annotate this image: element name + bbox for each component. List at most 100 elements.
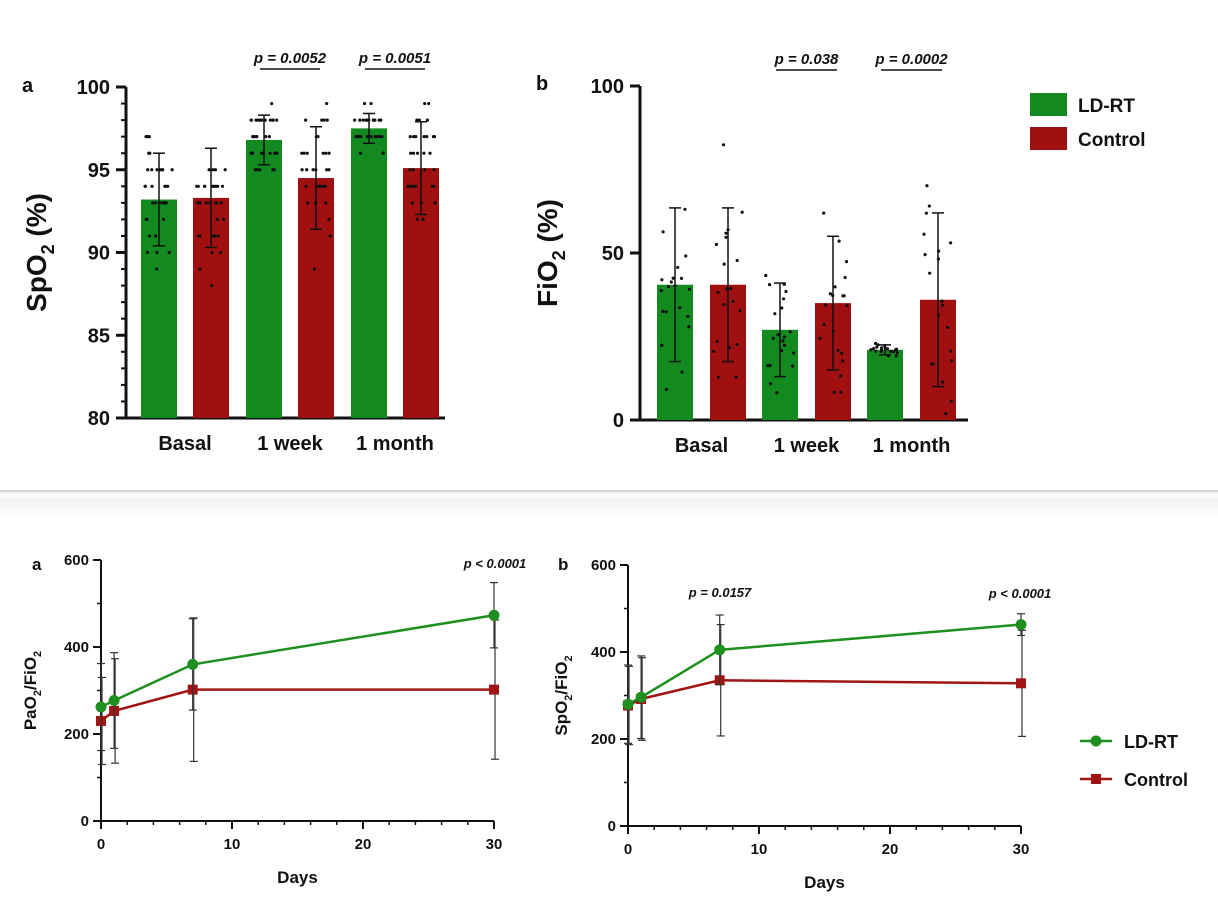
data-dot bbox=[922, 232, 926, 236]
y-tick-label: 0 bbox=[81, 813, 89, 830]
data-dot bbox=[780, 306, 784, 310]
data-dot bbox=[425, 118, 430, 122]
data-dot bbox=[841, 359, 845, 363]
data-dot bbox=[274, 151, 278, 155]
data-dot bbox=[353, 118, 357, 122]
data-dot bbox=[687, 325, 691, 329]
data-dot bbox=[941, 380, 945, 384]
data-dot bbox=[305, 201, 310, 205]
data-dot bbox=[792, 351, 796, 355]
data-dot bbox=[839, 374, 843, 378]
data-dot bbox=[779, 349, 784, 353]
data-dot bbox=[249, 151, 253, 155]
data-point-ld-rt bbox=[714, 644, 726, 656]
category-label-1-month: 1 month bbox=[356, 433, 434, 455]
bar-ld-rt-1-month bbox=[351, 128, 387, 418]
data-dot bbox=[891, 350, 895, 354]
data-dot bbox=[161, 217, 166, 221]
data-dot bbox=[417, 118, 421, 122]
data-dot bbox=[782, 343, 787, 347]
data-dot bbox=[428, 151, 432, 155]
data-dot bbox=[923, 253, 927, 257]
data-dot bbox=[784, 289, 788, 294]
data-dot bbox=[144, 135, 148, 139]
data-dot bbox=[411, 184, 415, 188]
data-dot bbox=[767, 283, 772, 287]
data-dot bbox=[724, 231, 728, 235]
data-dot bbox=[941, 303, 945, 307]
data-dot bbox=[415, 217, 420, 221]
data-dot bbox=[716, 375, 720, 379]
data-dot bbox=[147, 234, 152, 238]
data-dot bbox=[207, 168, 211, 172]
data-dot bbox=[153, 234, 158, 238]
data-dot bbox=[680, 370, 684, 374]
p-value-label: p = 0.038 bbox=[774, 51, 839, 68]
data-dot bbox=[150, 201, 155, 205]
y-tick-label: 85 bbox=[88, 325, 110, 347]
data-dot bbox=[410, 201, 415, 205]
data-dot bbox=[822, 322, 826, 327]
data-dot bbox=[267, 135, 271, 139]
data-dot bbox=[415, 151, 420, 155]
y-tick-label: 600 bbox=[591, 557, 616, 574]
data-dot bbox=[354, 135, 358, 139]
category-label-1-week: 1 week bbox=[774, 435, 840, 457]
y-tick-label: 400 bbox=[591, 644, 616, 661]
data-dot bbox=[722, 262, 726, 266]
series-line-ld-rt bbox=[627, 623, 1022, 706]
data-dot bbox=[928, 271, 932, 275]
data-dot bbox=[311, 168, 315, 172]
data-dot bbox=[358, 151, 363, 155]
p-value-label: p < 0.0001 bbox=[463, 556, 527, 571]
data-dot bbox=[221, 217, 226, 221]
figure-divider bbox=[0, 490, 1218, 520]
data-dot bbox=[143, 184, 147, 188]
data-dot bbox=[686, 314, 690, 318]
y-tick-label: 0 bbox=[613, 410, 624, 432]
data-dot bbox=[325, 168, 329, 172]
data-dot bbox=[325, 101, 329, 106]
data-dot bbox=[712, 349, 716, 354]
data-dot bbox=[422, 151, 426, 155]
data-dot bbox=[215, 217, 219, 221]
data-dot bbox=[210, 250, 214, 255]
data-dot bbox=[220, 184, 225, 188]
x-tick-label: 30 bbox=[486, 836, 503, 853]
data-dot bbox=[358, 118, 362, 122]
p-value-label: p = 0.0157 bbox=[688, 585, 752, 600]
data-dot bbox=[258, 168, 262, 172]
data-dot bbox=[842, 294, 846, 298]
panel-letter: a bbox=[32, 555, 42, 574]
data-dot bbox=[145, 217, 149, 221]
data-dot bbox=[213, 168, 218, 172]
data-dot bbox=[166, 184, 170, 188]
data-dot bbox=[781, 297, 786, 301]
data-dot bbox=[768, 363, 772, 368]
x-tick-label: 0 bbox=[624, 841, 632, 858]
legend-bottom: LD-RT Control bbox=[1080, 732, 1188, 790]
y-tick-label: 0 bbox=[608, 818, 616, 835]
data-dot bbox=[377, 135, 381, 139]
data-dot bbox=[824, 303, 828, 307]
data-dot bbox=[163, 184, 167, 188]
data-dot bbox=[327, 151, 331, 155]
data-dot bbox=[423, 101, 427, 106]
data-dot bbox=[260, 118, 264, 122]
data-dot bbox=[421, 217, 425, 221]
data-dot bbox=[660, 343, 664, 347]
data-dot bbox=[946, 325, 950, 330]
data-dot bbox=[949, 359, 954, 363]
data-dot bbox=[679, 276, 684, 280]
data-dot bbox=[373, 135, 377, 139]
data-dot bbox=[671, 276, 675, 280]
data-dot bbox=[714, 242, 719, 247]
data-dot bbox=[323, 184, 328, 188]
y-tick-label: 80 bbox=[88, 408, 110, 430]
series-line-control bbox=[627, 679, 1022, 707]
data-dot bbox=[321, 151, 325, 155]
y-tick-label: 95 bbox=[88, 160, 110, 182]
data-dot bbox=[415, 118, 419, 122]
data-dot bbox=[268, 118, 272, 122]
data-dot bbox=[833, 285, 837, 289]
